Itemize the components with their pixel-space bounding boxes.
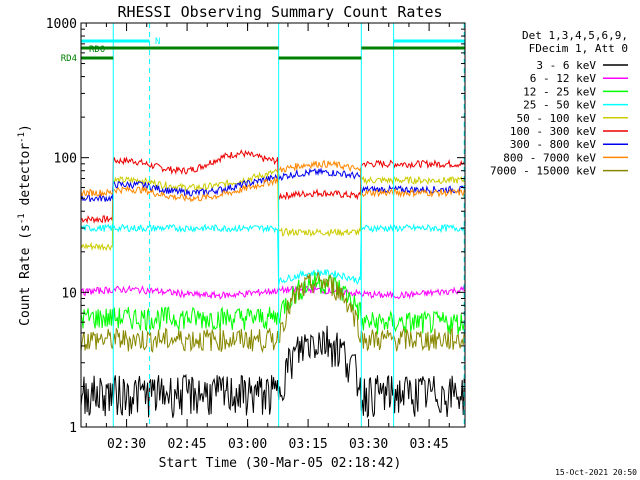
flag-label-n: N: [155, 37, 160, 47]
series-line: [80, 168, 465, 252]
legend-label: 100 - 300 keV: [510, 125, 596, 138]
y-tick-label: 1: [69, 421, 77, 436]
series-line: [80, 272, 465, 336]
legend-label: 25 - 50 keV: [523, 99, 596, 112]
y-axis: 1 10 100 1000: [46, 17, 465, 436]
series-line: [80, 271, 465, 354]
chart-title: RHESSI Observing Summary Count Rates: [117, 3, 442, 21]
x-tick-label: 03:45: [410, 437, 449, 452]
x-tick-label: 03:00: [228, 437, 267, 452]
legend-label: 3 - 6 keV: [536, 59, 596, 72]
legend-label: 12 - 25 keV: [523, 85, 596, 98]
series-line: [80, 159, 465, 203]
legend-label: 7000 - 15000 keV: [490, 165, 596, 178]
legend-header-line1: Det 1,3,4,5,6,9,: [522, 29, 628, 42]
x-tick-label: 03:30: [349, 437, 388, 452]
y-tick-label: 10: [61, 286, 77, 301]
timestamp: 15-Oct-2021 20:50: [555, 468, 637, 477]
series-line: [80, 167, 465, 202]
legend-label: 800 - 7000 keV: [503, 151, 596, 164]
x-tick-label: 03:15: [289, 437, 328, 452]
plot-frame: [80, 22, 466, 428]
x-tick-label: 02:45: [168, 437, 207, 452]
y-tick-label: 1000: [46, 17, 77, 32]
series-line: [80, 149, 465, 225]
x-axis: 02:30 02:45 03:00 03:15 03:30 03:45: [85, 23, 450, 452]
legend: Det 1,3,4,5,6,9, FDecim 1, Att 0 3 - 6 k…: [490, 29, 628, 178]
legend-label: 300 - 800 keV: [510, 138, 596, 151]
x-tick-label: 02:30: [107, 437, 146, 452]
flag-label-rd0: RD0: [89, 45, 105, 55]
plot-area: N RD0 RD4: [61, 23, 465, 427]
x-axis-label: Start Time (30-Mar-05 02:18:42): [159, 456, 402, 471]
flag-label-rd4: RD4: [61, 54, 77, 64]
y-axis-label: Count Rate (s-1 detector-1): [17, 124, 33, 326]
series-line: [80, 223, 465, 286]
y-tick-label: 100: [54, 152, 77, 167]
series-line: [80, 284, 465, 300]
legend-header-line2: FDecim 1, Att 0: [529, 42, 628, 55]
series-line: [80, 325, 465, 419]
legend-label: 6 - 12 keV: [530, 72, 597, 85]
legend-label: 50 - 100 keV: [517, 112, 597, 125]
